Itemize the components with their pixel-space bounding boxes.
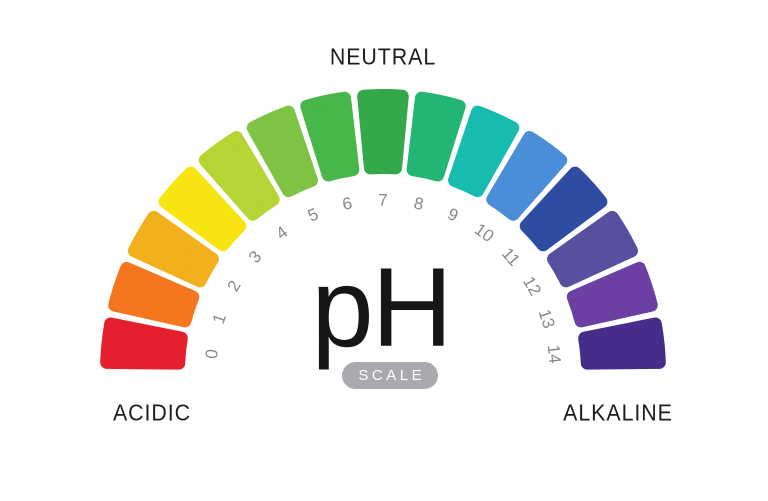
gauge-segment-ph-4: [198, 131, 280, 221]
gauge-segment-ph-1: [108, 261, 200, 328]
gauge-tick-label-5: 5: [305, 204, 321, 225]
gauge-tick-label-12: 12: [519, 273, 545, 299]
gauge-segment-ph-11: [519, 166, 608, 252]
label-alkaline: ALKALINE: [563, 399, 673, 426]
gauge-segment-ph-7: [357, 89, 409, 175]
gauge-segment-ph-9: [448, 105, 520, 198]
gauge-segment-ph-8: [406, 91, 466, 182]
gauge-tick-label-9: 9: [445, 204, 461, 225]
gauge-segment-ph-12: [546, 210, 639, 288]
gauge-tick-label-6: 6: [341, 193, 354, 214]
gauge-segment-ph-14: [578, 317, 666, 370]
label-acidic: ACIDIC: [112, 399, 192, 426]
gauge-segment-ph-13: [566, 261, 658, 328]
gauge-tick-label-11: 11: [498, 244, 524, 270]
gauge-tick-label-8: 8: [412, 193, 425, 214]
gauge-tick-label-4: 4: [272, 222, 291, 243]
ph-symbol: pH: [311, 245, 452, 370]
gauge-tick-label-14: 14: [544, 344, 565, 365]
gauge-tick-label-13: 13: [535, 307, 559, 331]
gauge-tick-label-10: 10: [471, 220, 497, 246]
gauge-segment-ph-6: [300, 91, 360, 182]
gauge-segment-ph-5: [246, 105, 318, 198]
gauge-tick-label-0: 0: [202, 348, 222, 359]
gauge-segment-ph-0: [100, 317, 188, 370]
label-neutral: NEUTRAL: [329, 43, 437, 70]
scale-badge: SCALE: [342, 362, 438, 389]
gauge-segment-ph-2: [127, 210, 220, 288]
gauge-tick-label-3: 3: [245, 247, 265, 267]
gauge-tick-label-7: 7: [378, 191, 387, 210]
gauge-segment-ph-3: [158, 166, 247, 252]
gauge-tick-label-2: 2: [223, 277, 244, 295]
gauge-tick-label-1: 1: [209, 311, 230, 326]
gauge-segment-ph-10: [486, 131, 568, 221]
